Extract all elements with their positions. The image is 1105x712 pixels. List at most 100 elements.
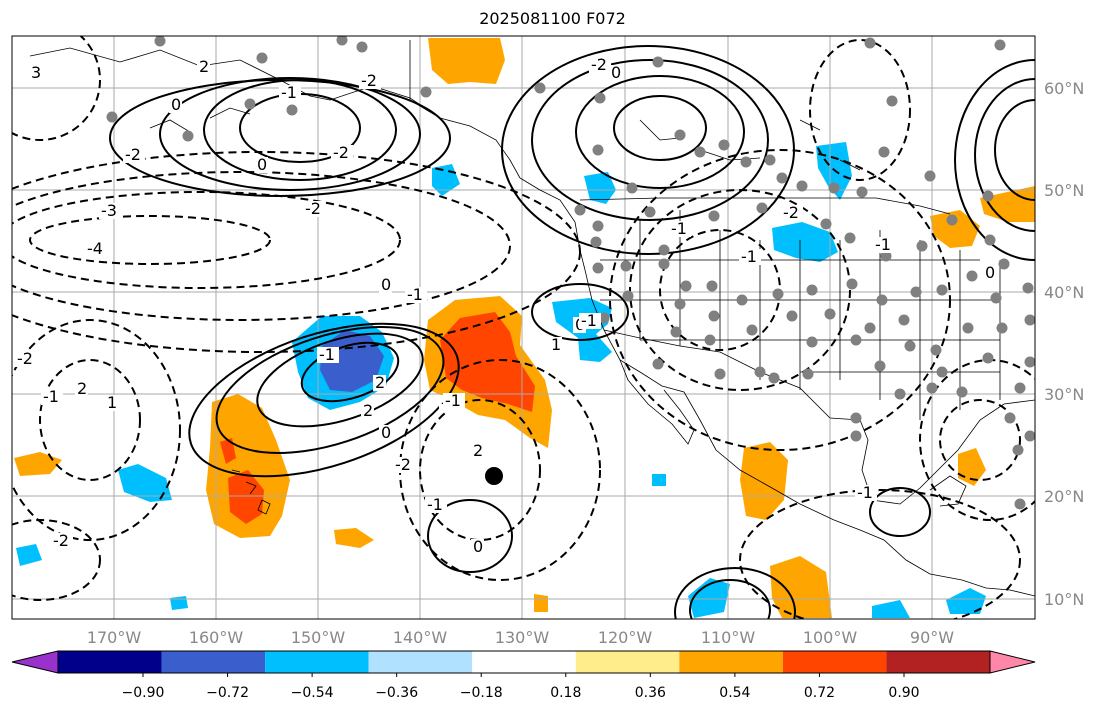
- shade-canada-blue: [584, 172, 616, 204]
- contour-label: 1: [107, 393, 117, 412]
- station-dot: [598, 312, 610, 324]
- station-dot: [622, 290, 634, 302]
- lon-label-170w: 170°W: [87, 628, 142, 647]
- contour-subtropic-zero: [427, 499, 513, 573]
- contour-subtrop-trough-1: [419, 399, 541, 541]
- station-dot: [874, 360, 886, 372]
- station-dot: [824, 308, 836, 320]
- contour-plains-trough-2: [629, 189, 851, 391]
- station-dot: [754, 366, 766, 378]
- station-dot: [708, 310, 720, 322]
- contour-label: -1: [741, 247, 757, 266]
- station-dot: [772, 288, 784, 300]
- shade-small-orange-2: [534, 594, 548, 612]
- colorbar-tick-label: −0.18: [460, 685, 503, 701]
- station-dot: [844, 232, 856, 244]
- station-dot: [1024, 356, 1035, 368]
- colorbar-bin: [58, 651, 162, 673]
- station-dot: [886, 95, 898, 107]
- contour-cari-2: [674, 567, 796, 619]
- contour-mexico-1: [869, 487, 931, 537]
- colorbar-tick-label: 0.90: [888, 685, 919, 701]
- contour-nw-trough: [12, 36, 101, 141]
- station-dot: [620, 260, 632, 272]
- contour-label-bg: [373, 375, 386, 391]
- shade-west-blue: [16, 544, 42, 566]
- contour-label: 0: [473, 537, 483, 556]
- contour-label-bg: [379, 277, 392, 293]
- station-dot: [674, 298, 686, 310]
- station-dot: [994, 39, 1006, 51]
- contour-label: -1: [407, 285, 423, 304]
- lat-label-30n: 30°N: [1044, 385, 1084, 404]
- contour-label: -2: [395, 455, 411, 474]
- contour-label-bg: [51, 533, 73, 549]
- colorbar-tick-label: 0.72: [804, 685, 835, 701]
- coast-aleutians: [149, 107, 251, 133]
- contours-negative: [12, 36, 1035, 619]
- latitude-labels: 60°N 50°N 40°N 30°N 20°N 10°N: [1044, 79, 1084, 609]
- station-dot: [420, 86, 432, 98]
- map-panel: 320-2-3-4-2-10-2-121-20-1-2-122-3-120-2-…: [11, 35, 1036, 620]
- lon-label-140w: 140°W: [393, 628, 448, 647]
- station-dot: [796, 180, 808, 192]
- station-dot: [1004, 412, 1016, 424]
- contour-aleut-high-3: [159, 77, 421, 191]
- contour-label: -2: [17, 349, 33, 368]
- lat-label-60n: 60°N: [1044, 79, 1084, 98]
- station-dot: [982, 190, 994, 202]
- station-dot: [806, 336, 818, 348]
- contour-label: -1: [445, 391, 461, 410]
- station-markers: [106, 36, 1035, 510]
- contour-label-bg: [443, 393, 465, 409]
- station-dot: [704, 334, 716, 346]
- station-dot: [714, 368, 726, 380]
- contour-pacific-low-3: [215, 326, 445, 454]
- station-dot: [850, 334, 862, 346]
- contour-label: -4: [87, 239, 103, 258]
- station-dot: [764, 154, 776, 166]
- contour-west-trough-2: [12, 319, 181, 541]
- contour-label: -3: [101, 201, 117, 220]
- marked-point: [485, 467, 503, 485]
- contour-ne-high-2: [974, 78, 1035, 232]
- station-dot: [740, 156, 752, 168]
- station-dot: [894, 388, 906, 400]
- contour-label: -2: [125, 145, 141, 164]
- shade-mexico-orange-2: [770, 556, 832, 618]
- hawaii-islands: [231, 469, 271, 515]
- contour-label-bg: [361, 403, 374, 419]
- station-dot: [674, 129, 686, 141]
- contour-pacific-low-2: [256, 332, 424, 428]
- contour-pacific-low-1: [300, 341, 400, 403]
- contour-label: 0: [257, 155, 267, 174]
- colorbar-bin: [265, 651, 369, 673]
- colorbar-bin: [679, 651, 783, 673]
- station-dot: [286, 104, 298, 116]
- contour-label-bg: [41, 389, 63, 405]
- lon-label-120w: 120°W: [598, 628, 653, 647]
- contour-label-bg: [197, 59, 210, 75]
- station-dot: [878, 146, 890, 158]
- coast-alaska: [29, 47, 521, 179]
- colorbar-tick-label: −0.36: [375, 685, 418, 701]
- contour-ne-high-1: [994, 99, 1035, 201]
- contour-label: -2: [333, 143, 349, 162]
- contour-label: -1: [671, 219, 687, 238]
- colorbar-bin: [886, 651, 990, 673]
- contour-label: 2: [375, 373, 385, 392]
- station-dot: [850, 412, 862, 424]
- station-dot: [736, 294, 748, 306]
- station-dot: [786, 310, 798, 322]
- contour-npac-trough-1: [29, 215, 271, 265]
- station-dot: [694, 146, 706, 158]
- station-dot: [996, 322, 1008, 334]
- station-dot: [652, 56, 664, 68]
- lon-label-100w: 100°W: [803, 628, 858, 647]
- station-dot: [898, 314, 910, 326]
- shade-cari-blue-2: [946, 588, 986, 614]
- station-dot: [746, 324, 758, 336]
- station-dot: [244, 98, 256, 110]
- contour-east-canada-1: [809, 39, 911, 181]
